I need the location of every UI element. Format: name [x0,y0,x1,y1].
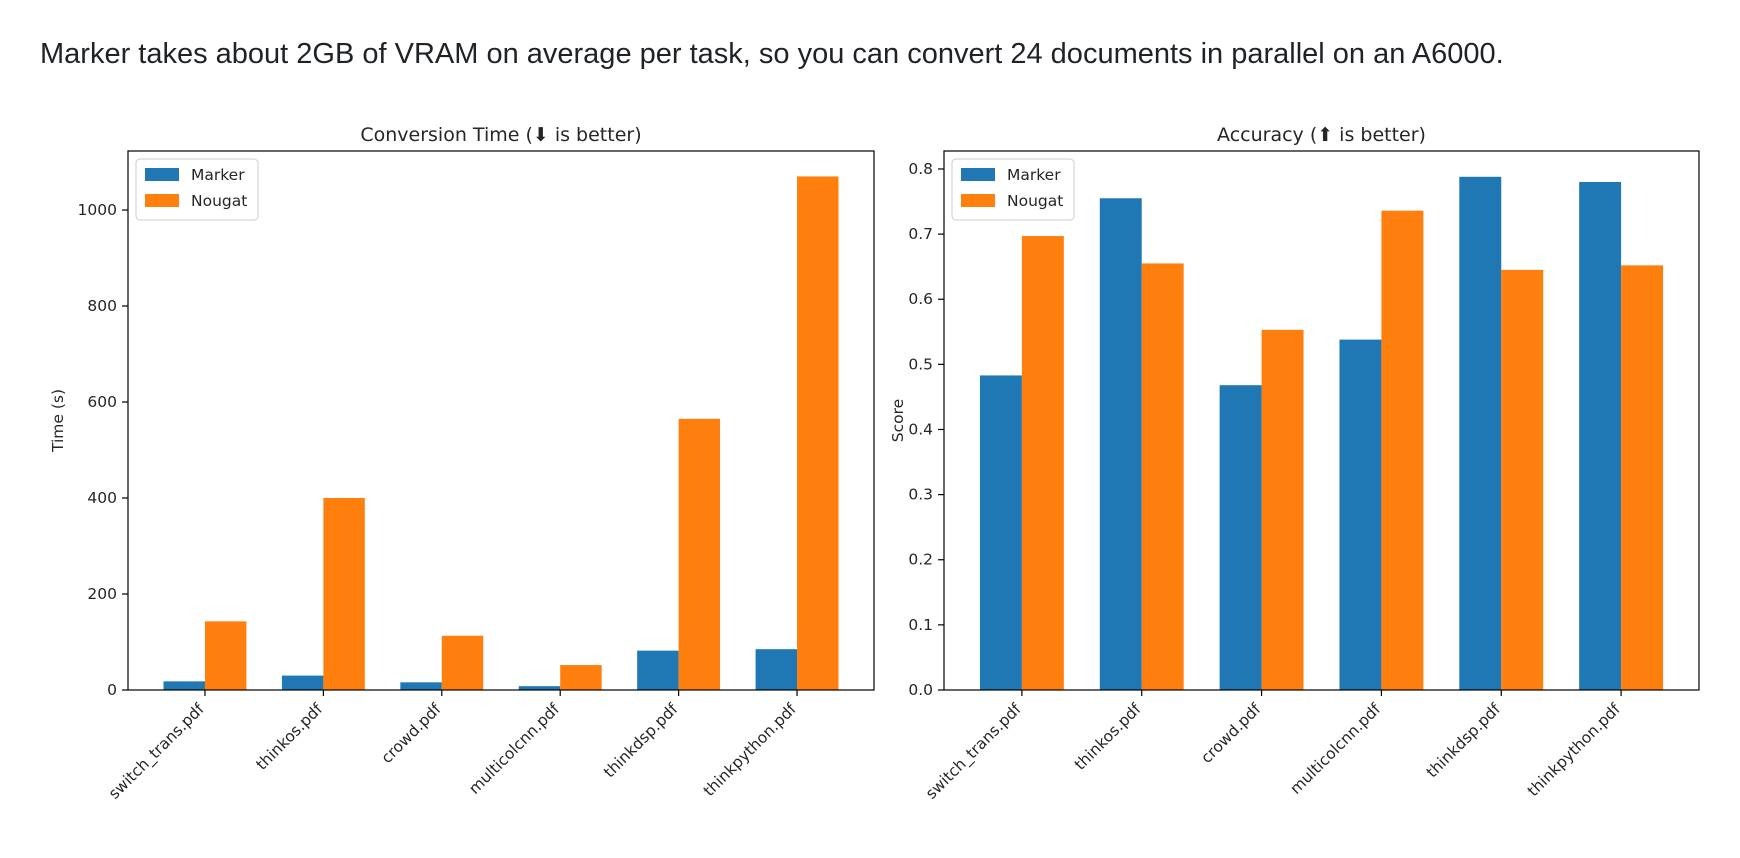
y-tick-label: 0.8 [908,160,933,178]
bar-nougat-4 [1501,269,1544,690]
bar-nougat-2 [1261,329,1304,690]
y-tick-label: 600 [87,393,117,411]
chart-conversion-time: 0 200 400 600 800 1000 switch_trans.pdf thinkos… [49,124,875,804]
x-tick-label: switch_trans.pdf [105,700,209,804]
bar-nougat-0 [1021,236,1064,690]
chart-accuracy: 0.0 0.1 0.2 0.3 0.4 0.5 0.6 0.7 0.8 switch_trans.… [889,124,1700,804]
bar-nougat-4 [678,418,721,690]
legend-label-nougat: Nougat [191,192,247,210]
y-tick-label: 800 [87,297,117,315]
x-tick-label: thinkpython.pdf [1524,700,1624,800]
y-tick-label: 0.7 [908,225,933,243]
legend-swatch-nougat [145,194,179,207]
x-tick-label: switch_trans.pdf [922,700,1026,804]
y-axis-label: Time (s) [49,389,67,453]
bar-nougat-5 [1621,265,1664,690]
y-tick-label: 0.3 [908,486,933,504]
x-tick-label: thinkdsp.pdf [1423,700,1505,782]
y-tick-label: 0.2 [908,551,933,569]
charts-figure: 0 200 400 600 800 1000 switch_trans.pdf thinkos… [49,124,1700,804]
y-tick-label: 400 [87,489,117,507]
bar-marker-5 [755,649,798,690]
y-tick-label: 0.1 [908,616,933,634]
chart-title: Conversion Time (⬇ is better) [360,124,641,146]
chart-title: Accuracy (⬆ is better) [1217,124,1426,146]
x-tick-label: thinkos.pdf [253,700,327,774]
bar-marker-1 [1099,198,1142,690]
x-tick-label: thinkpython.pdf [700,700,800,800]
bar-marker-0 [979,375,1022,690]
bar-marker-3 [518,686,561,690]
bar-nougat-0 [204,621,247,690]
bar-nougat-3 [560,665,602,690]
legend-label-nougat: Nougat [1007,192,1063,210]
bar-marker-4 [1459,176,1502,690]
intro-text: Marker takes about 2GB of VRAM on averag… [40,38,1504,70]
y-tick-label: 0.5 [908,355,933,373]
legend: Marker Nougat [951,158,1075,221]
bar-marker-0 [163,681,205,690]
legend-label-marker: Marker [1007,166,1061,184]
bar-marker-5 [1579,182,1622,690]
bar-marker-4 [637,650,679,690]
bar-nougat-1 [323,498,365,690]
bar-marker-1 [281,675,324,690]
legend-swatch-marker [145,168,179,181]
bar-nougat-5 [797,176,839,690]
x-tick-label: thinkdsp.pdf [600,700,682,782]
bar-nougat-3 [1381,210,1424,690]
bar-nougat-2 [441,635,484,690]
legend: Marker Nougat [135,158,259,221]
x-tick-label: crowd.pdf [378,700,445,767]
x-tick-label: thinkos.pdf [1071,700,1145,774]
bar-marker-2 [1219,385,1262,690]
bar-nougat-1 [1141,263,1184,690]
x-tick-label: multicolcnn.pdf [1287,700,1385,798]
y-tick-label: 0.4 [908,420,933,438]
y-axis-label: Score [889,399,907,442]
bar-marker-2 [400,682,442,690]
y-tick-label: 0.0 [908,681,933,699]
y-tick-label: 1000 [78,201,117,219]
x-tick-label: crowd.pdf [1197,700,1264,767]
axes-frame [127,150,875,691]
y-tick-label: 0.6 [908,290,933,308]
legend-swatch-nougat [961,194,995,207]
legend-label-marker: Marker [191,166,245,184]
bar-marker-3 [1339,339,1382,690]
x-tick-label: multicolcnn.pdf [465,700,563,798]
axes-frame [943,150,1700,691]
legend-swatch-marker [961,168,995,181]
y-tick-label: 200 [87,585,117,603]
y-tick-label: 0 [107,681,117,699]
